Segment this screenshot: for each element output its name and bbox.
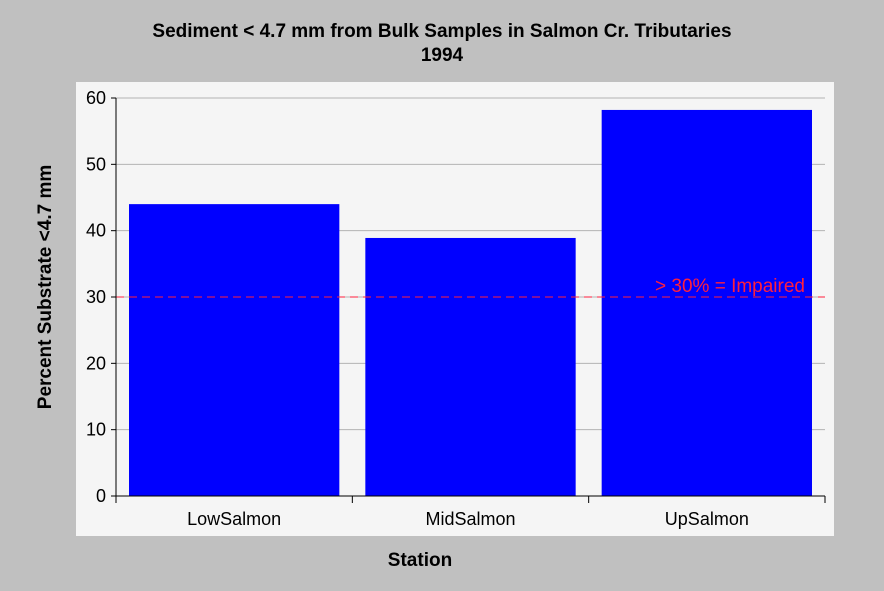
bar-LowSalmon [129, 204, 340, 496]
y-tick-label: 60 [86, 88, 106, 108]
chart-title: Sediment < 4.7 mm from Bulk Samples in S… [0, 20, 884, 68]
bar-UpSalmon [601, 109, 812, 496]
y-tick-label: 10 [86, 420, 106, 440]
reference-line-group: > 30% = Impaired [116, 276, 825, 298]
y-tick-label: 40 [86, 221, 106, 241]
chart-subtitle: 1994 [420, 45, 464, 66]
chart-title-line: Sediment < 4.7 mm from Bulk Samples in S… [152, 21, 732, 42]
axes: 0 10 20 30 40 50 60 LowSalmon MidSalmon UpSalmon [86, 88, 826, 529]
reference-line-label: > 30% = Impaired [655, 276, 805, 297]
y-axis-title: Percent Substrate <4.7 mm [35, 165, 56, 409]
x-tick-label: UpSalmon [665, 509, 749, 529]
y-tick-label: 30 [86, 287, 106, 307]
bar-MidSalmon [365, 237, 576, 497]
y-tick-label: 0 [96, 486, 106, 506]
bars [129, 109, 812, 497]
x-axis-title: Station [388, 550, 452, 571]
x-tick-label: MidSalmon [425, 509, 515, 529]
y-tick-label: 50 [86, 154, 106, 174]
x-tick-label: LowSalmon [187, 509, 281, 529]
y-tick-label: 20 [86, 353, 106, 373]
